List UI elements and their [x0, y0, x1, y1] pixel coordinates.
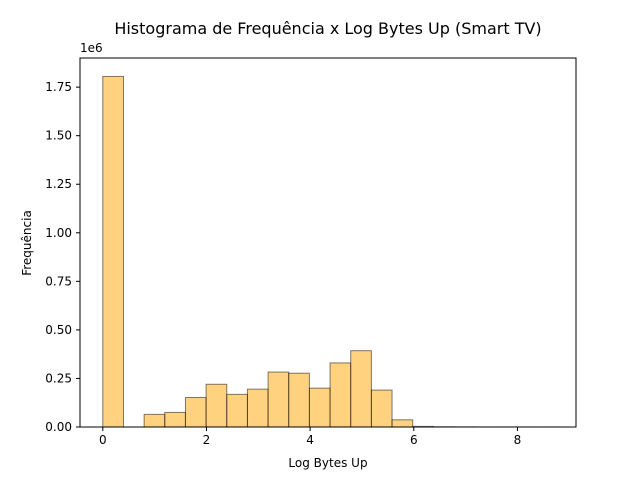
- x-axis-ticks: 0 2 4 6 8: [99, 427, 521, 447]
- histogram-bar: [205, 383, 228, 428]
- y-tick-label: 1.50: [45, 129, 72, 143]
- x-tick-label: 6: [410, 433, 418, 447]
- y-offset-text: 1e6: [80, 41, 103, 55]
- y-tick-label: 0.00: [45, 420, 72, 434]
- x-tick-label: 4: [306, 433, 314, 447]
- chart-title: Histograma de Frequência x Log Bytes Up …: [114, 19, 541, 38]
- histogram-bar: [329, 362, 352, 428]
- histogram-bar: [391, 419, 414, 428]
- histogram-bar: [350, 350, 372, 428]
- histogram-bar: [143, 413, 166, 428]
- histogram-bar: [267, 371, 290, 428]
- histogram-bar: [246, 388, 269, 428]
- histogram-bar: [102, 75, 124, 428]
- y-tick-label: 1.00: [45, 226, 72, 240]
- y-tick-label: 1.25: [45, 177, 72, 191]
- histogram-bar: [308, 387, 331, 428]
- histogram-bar: [164, 411, 186, 428]
- bars-group: [102, 75, 558, 428]
- y-tick-label: 1.75: [45, 80, 72, 94]
- histogram-bar: [288, 372, 310, 428]
- x-tick-label: 8: [514, 433, 522, 447]
- plot-frame: [79, 57, 577, 428]
- histogram-bar: [370, 389, 393, 428]
- y-axis-label: Frequência: [20, 210, 34, 276]
- y-tick-label: 0.50: [45, 323, 72, 337]
- y-tick-label: 0.25: [45, 371, 72, 385]
- y-axis-ticks: 0.00 0.25 0.50 0.75 1.00 1.25 1.50 1.75: [45, 80, 80, 434]
- y-tick-label: 0.75: [45, 274, 72, 288]
- histogram-bar: [226, 393, 248, 428]
- x-tick-label: 0: [99, 433, 107, 447]
- x-axis-label: Log Bytes Up: [288, 456, 367, 470]
- histogram-bar: [184, 396, 207, 428]
- x-tick-label: 2: [203, 433, 211, 447]
